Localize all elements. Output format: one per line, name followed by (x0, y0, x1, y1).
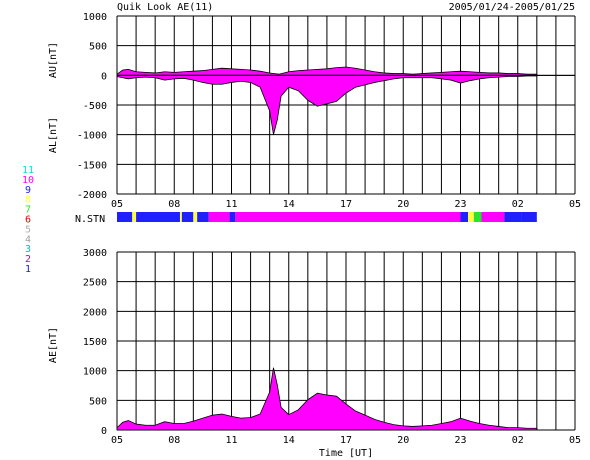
x-tick-label: 11 (225, 199, 237, 210)
legend-entry: 7 (25, 205, 31, 216)
nstn-segment (179, 212, 182, 222)
y-tick-label: -1500 (77, 160, 107, 171)
x-tick-label: 08 (168, 199, 180, 210)
nstn-segment (197, 212, 209, 222)
legend-entry: 4 (25, 234, 31, 245)
nstn-segment (193, 212, 198, 222)
y-tick-label: -1000 (77, 131, 107, 142)
legend-entry: 2 (25, 254, 31, 265)
au-axis-label: AU[nT] (48, 42, 59, 78)
x-axis-label: Time [UT] (319, 448, 373, 459)
y-tick-label: -2000 (77, 190, 107, 201)
date-range-label: 2005/01/24-2005/01/25 (449, 2, 575, 13)
x-tick-label: 11 (225, 435, 237, 446)
au-al-panel: 1000 500 0 -500 -1000 -1500 -2000 05 08 11 14 17 20 2… (48, 12, 581, 210)
nstn-segment (132, 212, 137, 222)
y-tick-label: 2500 (83, 278, 107, 289)
legend-entry: 1 (25, 264, 31, 275)
x-tick-label: 05 (111, 199, 123, 210)
y-tick-label: 2000 (83, 307, 107, 318)
nstn-segment (181, 212, 194, 222)
y-tick-label: 1000 (83, 12, 107, 23)
legend-entry: 8 (25, 195, 31, 206)
ae-panel: 3000 2500 2000 1500 1000 500 0 05 08 11 14 17 20 23 02… (48, 248, 581, 459)
x-tick-label: 08 (168, 435, 180, 446)
legend-entry: 11 (22, 165, 34, 176)
nstn-segment (521, 212, 537, 222)
y-tick-label: -500 (83, 101, 107, 112)
x-tick-label: 05 (569, 199, 581, 210)
y-tick-label: 0 (101, 426, 107, 437)
nstn-segment (473, 212, 482, 222)
legend-entry: 10 (22, 175, 34, 186)
x-tick-label: 14 (283, 199, 295, 210)
y-tick-label: 1000 (83, 367, 107, 378)
nstn-segment (208, 212, 230, 222)
x-tick-label: 20 (397, 199, 409, 210)
nstn-segment (136, 212, 180, 222)
au-series-area (116, 66, 538, 76)
legend-entry: 3 (25, 244, 31, 255)
al-axis-label: AL[nT] (48, 117, 59, 153)
x-tick-label: 02 (512, 199, 524, 210)
x-tick-label: 20 (397, 435, 409, 446)
nstn-segment (504, 212, 522, 222)
figure-title: Quik Look AE(11) (117, 2, 213, 13)
y-tick-label: 500 (89, 42, 107, 53)
nstn-segment (235, 212, 461, 222)
legend-entry: 5 (25, 224, 31, 235)
legend-entry: 6 (25, 215, 31, 226)
x-tick-label: 14 (283, 435, 295, 446)
x-tick-label: 17 (340, 199, 352, 210)
x-tick-label: 23 (454, 199, 466, 210)
nstn-segment (117, 212, 133, 222)
y-tick-label: 0 (101, 71, 107, 82)
x-tick-label: 02 (512, 435, 524, 446)
nstn-segment (229, 212, 236, 222)
nstn-segment (481, 212, 505, 222)
ae-axis-label: AE[nT] (48, 327, 59, 363)
legend-entry: 9 (25, 185, 31, 196)
y-tick-label: 1500 (83, 337, 107, 348)
y-tick-label: 500 (89, 396, 107, 407)
y-tick-label: 3000 (83, 248, 107, 259)
nstn-segment (460, 212, 469, 222)
x-tick-label: 23 (454, 435, 466, 446)
nstn-segment (468, 212, 474, 222)
nstn-label: N.STN (75, 214, 105, 225)
x-tick-label: 05 (111, 435, 123, 446)
ae-series-area (116, 367, 538, 431)
al-series-area (116, 74, 538, 135)
x-tick-label: 05 (569, 435, 581, 446)
station-count-strip: N.STN (75, 212, 537, 225)
x-tick-label: 17 (340, 435, 352, 446)
